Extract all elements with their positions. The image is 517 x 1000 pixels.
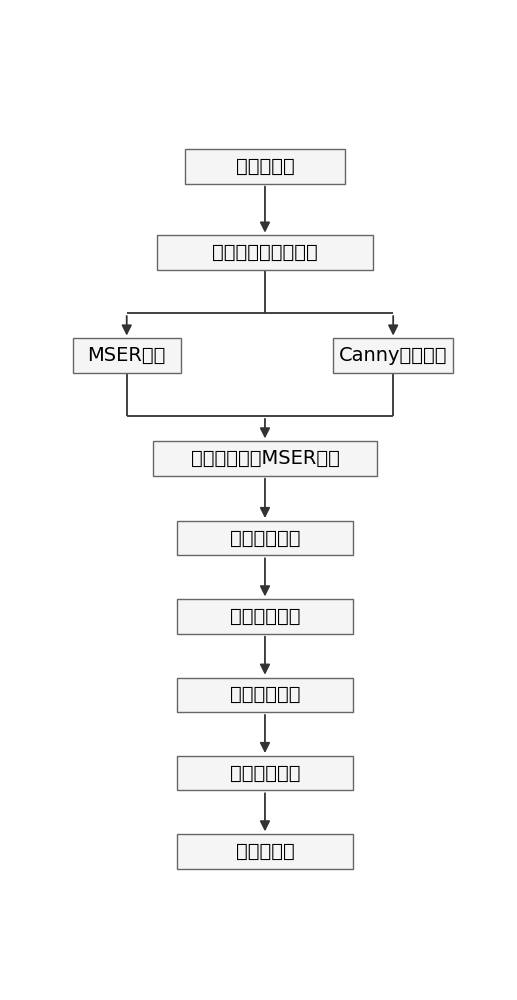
Text: 车牌精定位: 车牌精定位 [236, 842, 294, 861]
Text: 灰度化和对比度增强: 灰度化和对比度增强 [212, 243, 318, 262]
FancyBboxPatch shape [157, 235, 373, 270]
Text: Canny边缘增强: Canny边缘增强 [339, 346, 447, 365]
FancyBboxPatch shape [177, 599, 353, 634]
FancyBboxPatch shape [153, 441, 377, 476]
FancyBboxPatch shape [185, 149, 345, 184]
Text: 候选区域聚合: 候选区域聚合 [230, 764, 300, 783]
Text: 原图像输入: 原图像输入 [236, 157, 294, 176]
Text: 笔画宽度筛选: 笔画宽度筛选 [230, 685, 300, 704]
FancyBboxPatch shape [177, 521, 353, 555]
Text: MSER检测: MSER检测 [87, 346, 166, 365]
FancyBboxPatch shape [177, 678, 353, 712]
Text: 候选区域筛选: 候选区域筛选 [230, 529, 300, 548]
FancyBboxPatch shape [177, 756, 353, 790]
Text: 笔画宽度变换: 笔画宽度变换 [230, 607, 300, 626]
FancyBboxPatch shape [177, 834, 353, 869]
FancyBboxPatch shape [72, 338, 181, 373]
Text: 边缘膨胀分割MSER区域: 边缘膨胀分割MSER区域 [191, 449, 339, 468]
FancyBboxPatch shape [333, 338, 453, 373]
